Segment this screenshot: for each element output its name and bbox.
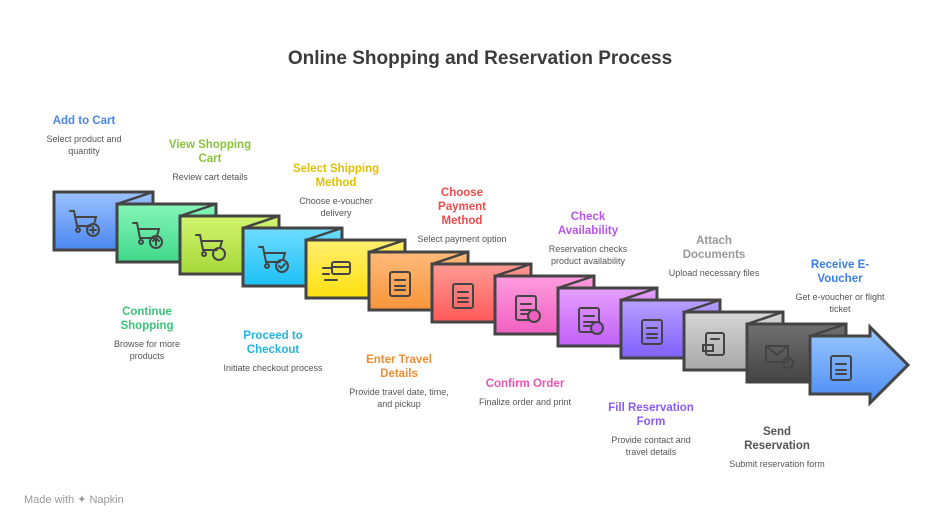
card-hand-icon (322, 261, 351, 281)
footer-text: Made with (24, 494, 75, 506)
napkin-logo-icon: ✦ (77, 494, 87, 506)
document-icon (702, 332, 725, 356)
cart-upload-icon (132, 222, 163, 249)
step-title: Select Shipping Method (292, 163, 380, 189)
step-title: Confirm Order (485, 378, 565, 390)
step-shape (808, 323, 911, 407)
step-label-2: Continue Shopping Browse for more product… (82, 305, 212, 362)
step-description: Finalize order and print (478, 397, 572, 407)
step-description: Submit reservation form (729, 459, 825, 469)
step-label-8: Confirm Order Finalize order and print (460, 377, 590, 408)
cart-star-icon (195, 234, 226, 261)
step-title: Continue Shopping (120, 306, 174, 332)
step-description: Review cart details (172, 172, 248, 182)
step-description: Browse for more products (113, 339, 181, 361)
step-description: Get e-voucher or flight ticket (795, 292, 885, 314)
step-label-9: Check Availability Reservation checks pro… (523, 210, 653, 267)
step-description: Provide contact and travel details (611, 435, 691, 457)
step-label-6: Enter Travel Details Provide travel date,… (334, 353, 464, 410)
step-label-12: Send Reservation Submit reservation form (712, 425, 842, 470)
step-title: Send Reservation (744, 426, 810, 452)
ticket-hand-icon (830, 355, 852, 381)
mail-send-icon (765, 345, 794, 369)
step-title: Check Availability (557, 211, 619, 237)
step-title: Proceed to Checkout (243, 330, 303, 356)
step-description: Choose e-voucher delivery (299, 196, 373, 218)
step-label-1: Add to Cart Select product and quantity (19, 114, 149, 157)
step-label-10: Fill Reservation Form Provide contact and… (586, 401, 716, 458)
step-description: Upload necessary files (668, 268, 760, 278)
form-icon (641, 319, 663, 345)
footer-brand: Napkin (89, 494, 124, 506)
step-label-5: Select Shipping Method Choose e-voucher d… (271, 162, 401, 219)
step-label-4: Proceed to Checkout Initiate checkout pro… (208, 329, 338, 374)
step-description: Select payment option (417, 234, 507, 244)
step-description: Initiate checkout process (223, 363, 323, 373)
grid-check-icon (578, 307, 604, 335)
step-title: Add to Cart (52, 115, 116, 127)
travel-form-icon (389, 271, 411, 297)
step-label-7: Choose Payment Method Select payment opti… (397, 186, 527, 245)
cart-check-icon (258, 246, 289, 273)
step-title: Fill Reservation Form (608, 402, 694, 428)
step-title: Choose Payment Method (438, 187, 486, 227)
wallet-card-icon (452, 283, 474, 309)
step-label-3: View Shopping Cart Review cart details (145, 138, 275, 183)
step-panel-13 (808, 323, 911, 407)
step-label-13: Receive E-Voucher Get e-voucher or flight… (775, 258, 905, 315)
step-description: Select product and quantity (46, 134, 122, 156)
step-description: Provide travel date, time, and pickup (349, 387, 449, 409)
step-title: Enter Travel Details (366, 354, 432, 380)
step-title: Attach Documents (682, 235, 746, 261)
cart-plus-icon (69, 210, 100, 237)
box-check-icon (515, 295, 541, 323)
step-description: Reservation checks product availability (548, 244, 628, 266)
step-title: Receive E-Voucher (810, 259, 870, 285)
diagram-title: Online Shopping and Reservation Process (287, 48, 673, 69)
step-title: View Shopping Cart (168, 139, 252, 165)
step-label-11: Attach Documents Upload necessary files (649, 234, 779, 279)
footer: Made with ✦ Napkin (24, 493, 124, 506)
